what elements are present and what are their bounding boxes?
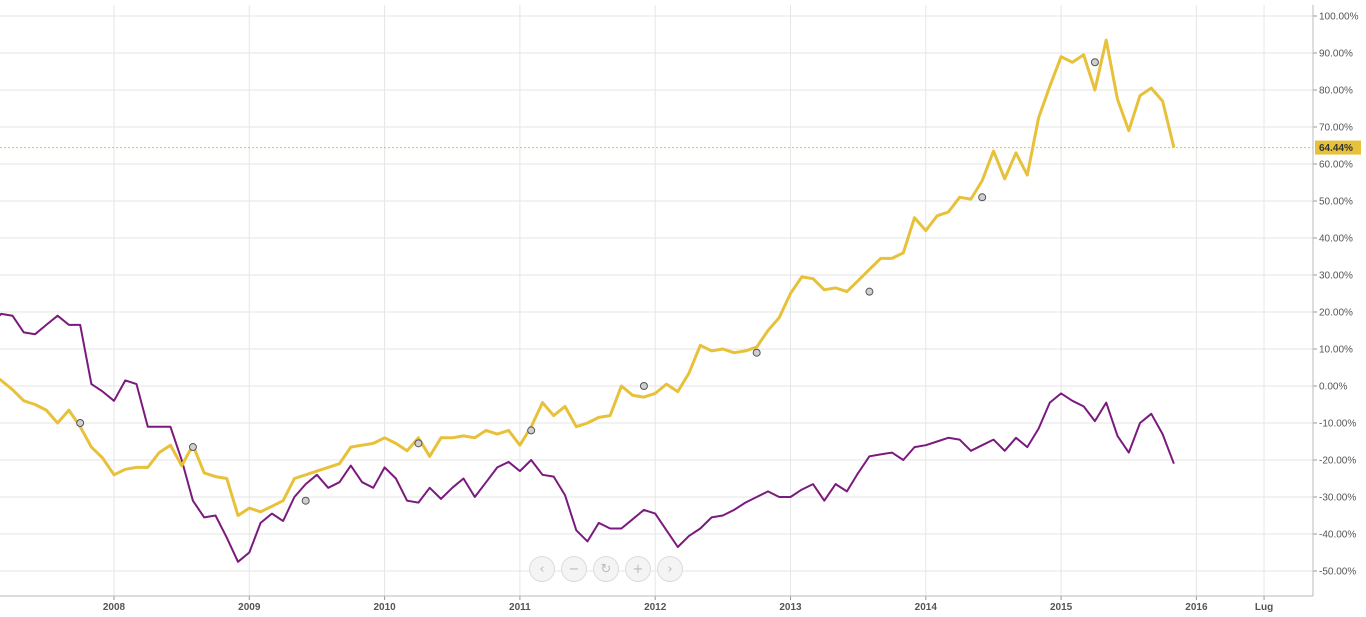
event-marker[interactable] <box>1090 58 1099 67</box>
y-tick-label: 0.00% <box>1319 382 1347 393</box>
event-marker[interactable] <box>414 439 423 448</box>
current-value-badge <box>1315 140 1361 155</box>
chart-navigation: ‹ − ↻ + › <box>529 556 683 582</box>
event-marker[interactable] <box>752 348 761 357</box>
y-tick-label: 70.00% <box>1319 123 1353 134</box>
event-marker[interactable] <box>301 496 310 505</box>
x-tick-label: 2009 <box>238 602 261 613</box>
y-tick-label: 40.00% <box>1319 234 1353 245</box>
y-tick-label: 90.00% <box>1319 49 1353 60</box>
x-tick-label: 2012 <box>644 602 667 613</box>
x-tick-label: 2016 <box>1185 602 1208 613</box>
event-marker[interactable] <box>527 426 536 435</box>
y-tick-label: 100.00% <box>1319 12 1359 23</box>
x-tick-label: 2014 <box>915 602 938 613</box>
y-tick-label: -40.00% <box>1319 530 1356 541</box>
y-tick-label: -20.00% <box>1319 456 1356 467</box>
current-value-badge-layer: 64.44% <box>1315 140 1361 155</box>
zoom-out-button[interactable]: − <box>561 556 587 582</box>
zoom-in-button[interactable]: + <box>625 556 651 582</box>
y-tick-label: -30.00% <box>1319 493 1356 504</box>
current-value-label: 64.44% <box>1319 143 1353 154</box>
y-tick-label: 20.00% <box>1319 308 1353 319</box>
scroll-right-button[interactable]: › <box>657 556 683 582</box>
marker-layer[interactable] <box>76 58 1099 505</box>
x-tick-label: 2013 <box>779 602 802 613</box>
y-tick-label: 80.00% <box>1319 86 1353 97</box>
series-line-purple <box>0 312 1175 563</box>
x-tick-label: 2010 <box>373 602 396 613</box>
grid <box>0 5 1313 596</box>
y-tick-label: 60.00% <box>1319 160 1353 171</box>
series-line-gold <box>0 38 1176 517</box>
y-tick-label: 30.00% <box>1319 271 1353 282</box>
event-marker[interactable] <box>865 287 874 296</box>
x-tick-label: 2008 <box>103 602 126 613</box>
y-tick-label: -10.00% <box>1319 419 1356 430</box>
x-tick-label: Lug <box>1255 602 1273 613</box>
tick-labels: 100.00% 90.00% 80.00% 70.00% 60.00% 50.00% 40.… <box>103 12 1359 614</box>
x-tick-label: 2015 <box>1050 602 1073 613</box>
event-marker[interactable] <box>639 382 648 390</box>
y-tick-label: 50.00% <box>1319 197 1353 208</box>
x-tick-label: 2011 <box>509 602 531 613</box>
reset-zoom-button[interactable]: ↻ <box>593 556 619 582</box>
event-marker[interactable] <box>188 443 197 452</box>
series-layer <box>0 38 1176 563</box>
event-marker[interactable] <box>978 193 987 202</box>
y-tick-label: -50.00% <box>1319 567 1356 578</box>
event-marker[interactable] <box>76 419 85 427</box>
scroll-left-button[interactable]: ‹ <box>529 556 555 582</box>
axes <box>0 5 1317 600</box>
y-tick-label: 10.00% <box>1319 345 1353 356</box>
